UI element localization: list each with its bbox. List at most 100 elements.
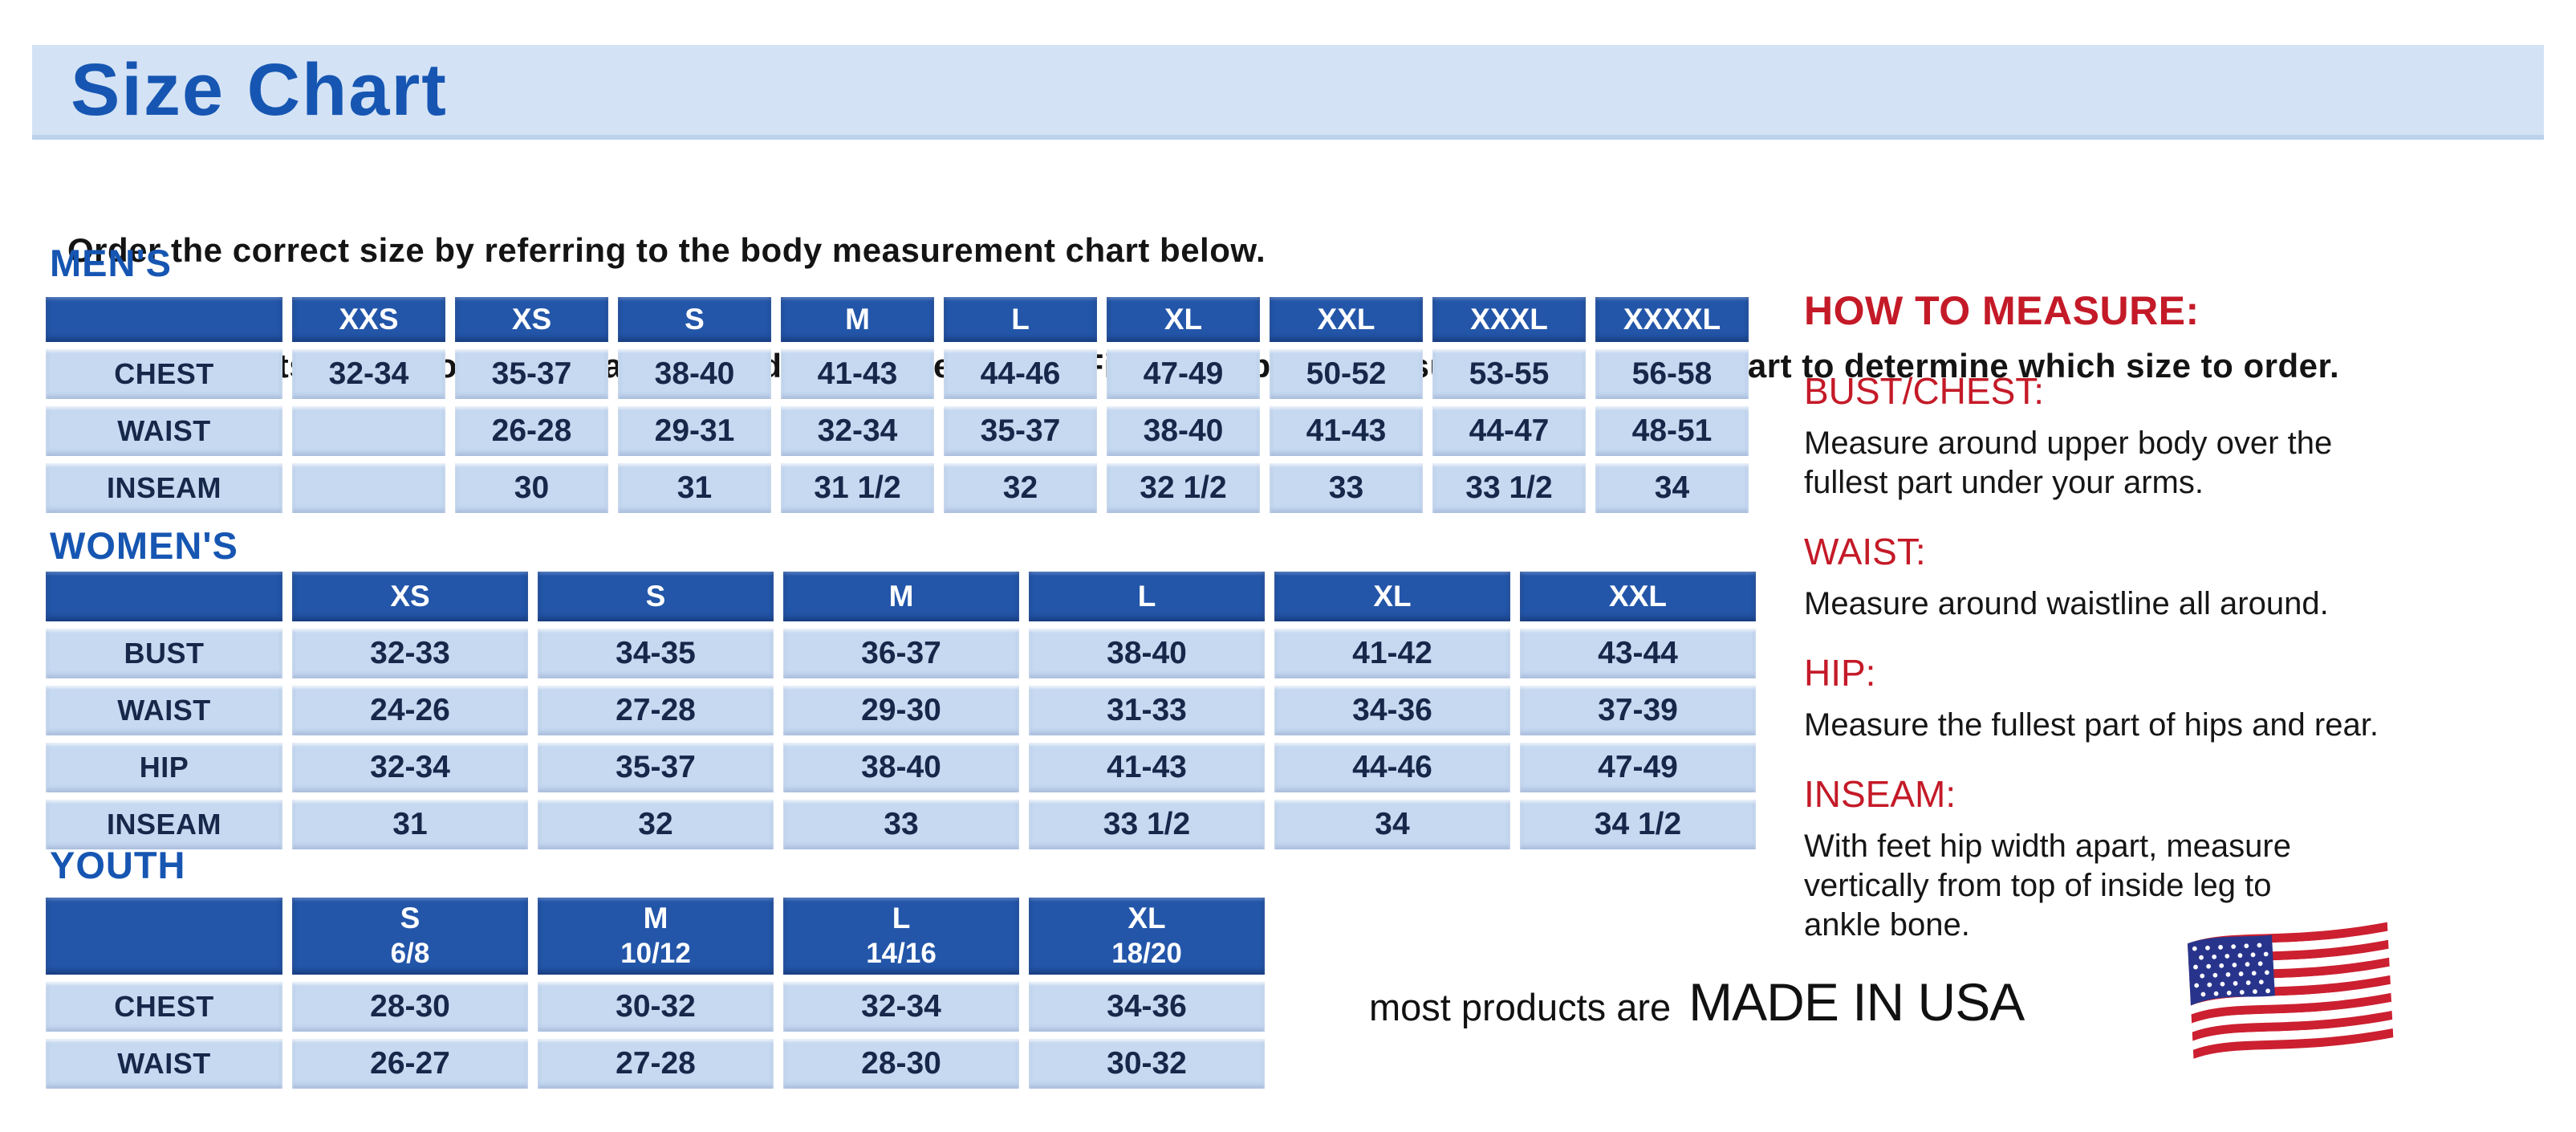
- size-value-cell: 30: [455, 463, 608, 513]
- size-value-cell: 28-30: [783, 1039, 1019, 1089]
- size-value-cell: 33 1/2: [1432, 463, 1586, 513]
- column-header-cell: XL: [1107, 297, 1260, 342]
- column-header-label: XXXXL: [1623, 303, 1721, 336]
- measure-item-label: HIP:: [1804, 652, 1876, 694]
- size-value-cell: 38-40: [618, 349, 771, 399]
- measure-item-label: WAIST:: [1804, 531, 1926, 572]
- row-label-cell: WAIST: [46, 406, 282, 456]
- column-header-sublabel: 18/20: [1111, 938, 1182, 969]
- size-value-cell: 34-36: [1029, 982, 1265, 1032]
- column-header-label: L: [892, 902, 911, 935]
- intro-line-1: Order the correct size by referring to t…: [67, 231, 1266, 269]
- size-value-cell: 32-34: [292, 743, 528, 792]
- size-value-cell: 38-40: [1107, 406, 1260, 456]
- column-header-cell: XS: [455, 297, 608, 342]
- column-header-cell: S: [538, 572, 774, 621]
- column-header-label: XL: [1164, 303, 1203, 336]
- column-header-label: L: [1011, 303, 1030, 336]
- size-value-cell: 50-52: [1270, 349, 1423, 399]
- how-to-measure-panel: HOW TO MEASURE: BUST/CHEST: Measure aroun…: [1804, 287, 2510, 945]
- size-value-cell: 33 1/2: [1029, 800, 1265, 849]
- size-value-cell: 48-51: [1595, 406, 1749, 456]
- size-value-cell: 29-30: [783, 686, 1019, 735]
- column-header-label: S: [685, 303, 705, 336]
- size-value-cell: 41-43: [781, 349, 934, 399]
- youth-section-heading: YOUTH: [50, 844, 186, 886]
- size-value-cell: 44-46: [944, 349, 1097, 399]
- column-header-label: L: [1137, 580, 1156, 613]
- column-header-cell: XXXL: [1432, 297, 1586, 342]
- column-header-cell: XXL: [1520, 572, 1756, 621]
- column-header-label: S: [645, 580, 666, 613]
- made-in-usa-text: MADE IN USA: [1688, 972, 2025, 1032]
- size-value-cell: 31 1/2: [781, 463, 934, 513]
- size-value-cell: 32-33: [292, 629, 528, 678]
- size-value-cell: 47-49: [1520, 743, 1756, 792]
- row-label-cell: INSEAM: [46, 800, 282, 849]
- size-value-cell: 33: [1270, 463, 1423, 513]
- size-value-cell: [292, 463, 445, 513]
- mens-section-heading: MEN'S: [50, 242, 172, 284]
- measure-item-label: BUST/CHEST:: [1804, 370, 2045, 412]
- column-header-label: M: [643, 902, 668, 935]
- row-label-cell: BUST: [46, 629, 282, 678]
- size-value-cell: 35-37: [455, 349, 608, 399]
- column-header-label: M: [888, 580, 914, 613]
- size-value-cell: 44-47: [1432, 406, 1586, 456]
- table-corner-cell: [46, 898, 282, 975]
- row-label-cell: CHEST: [46, 982, 282, 1032]
- measure-item-label: INSEAM:: [1804, 773, 1956, 815]
- size-value-cell: 27-28: [538, 1039, 774, 1089]
- size-value-cell: 32: [538, 800, 774, 849]
- size-value-cell: 47-49: [1107, 349, 1260, 399]
- size-value-cell: 34: [1595, 463, 1749, 513]
- size-value-cell: 31-33: [1029, 686, 1265, 735]
- size-value-cell: 53-55: [1432, 349, 1586, 399]
- size-value-cell: 32: [944, 463, 1097, 513]
- column-header-label: M: [845, 303, 870, 336]
- banner: Size Chart: [32, 45, 2544, 140]
- column-header-cell: XXL: [1270, 297, 1423, 342]
- womens-size-table: XS S M L XL XXL BUST 32-33 34-35 36-37 38-40 41-42 4…: [46, 572, 1756, 849]
- how-to-measure-items: BUST/CHEST: Measure around upper body ove…: [1804, 369, 2510, 945]
- row-label-cell: WAIST: [46, 1039, 282, 1089]
- row-label-cell: CHEST: [46, 349, 282, 399]
- column-header-label: XS: [511, 303, 552, 336]
- size-value-cell: 30-32: [1029, 1039, 1265, 1089]
- size-value-cell: 38-40: [1029, 629, 1265, 678]
- column-header-label: XXL: [1317, 303, 1375, 336]
- size-value-cell: 44-46: [1274, 743, 1510, 792]
- column-header-sublabel: 10/12: [620, 938, 691, 969]
- measure-item-text: Measure around waistline all around.: [1804, 586, 2329, 621]
- column-header-label: XXXL: [1470, 303, 1548, 336]
- size-value-cell: 32 1/2: [1107, 463, 1260, 513]
- size-value-cell: 35-37: [538, 743, 774, 792]
- size-value-cell: 43-44: [1520, 629, 1756, 678]
- measure-item-text: Measure the fullest part of hips and rea…: [1804, 707, 2379, 743]
- column-header-sublabel: 6/8: [390, 938, 430, 969]
- made-in-usa-prefix: most products are: [1369, 986, 1672, 1028]
- us-flag-icon: [2187, 922, 2394, 1059]
- column-header-cell: L 14/16: [783, 898, 1019, 975]
- column-header-label: XXS: [339, 303, 399, 336]
- size-value-cell: 26-28: [455, 406, 608, 456]
- size-value-cell: 41-43: [1029, 743, 1265, 792]
- column-header-sublabel: 14/16: [866, 938, 937, 969]
- column-header-cell: XL 18/20: [1029, 898, 1265, 975]
- column-header-label: XL: [1128, 902, 1166, 935]
- size-value-cell: [292, 406, 445, 456]
- size-value-cell: 41-43: [1270, 406, 1423, 456]
- size-value-cell: 37-39: [1520, 686, 1756, 735]
- size-value-cell: 30-32: [538, 982, 774, 1032]
- size-value-cell: 41-42: [1274, 629, 1510, 678]
- size-value-cell: 29-31: [618, 406, 771, 456]
- size-value-cell: 38-40: [783, 743, 1019, 792]
- womens-section-heading: WOMEN'S: [50, 524, 238, 567]
- column-header-cell: S 6/8: [292, 898, 528, 975]
- column-header-label: XL: [1373, 580, 1412, 613]
- size-value-cell: 56-58: [1595, 349, 1749, 399]
- row-label-cell: INSEAM: [46, 463, 282, 513]
- column-header-cell: XXXXL: [1595, 297, 1749, 342]
- measure-item-text: With feet hip width apart, measure verti…: [1804, 829, 2291, 943]
